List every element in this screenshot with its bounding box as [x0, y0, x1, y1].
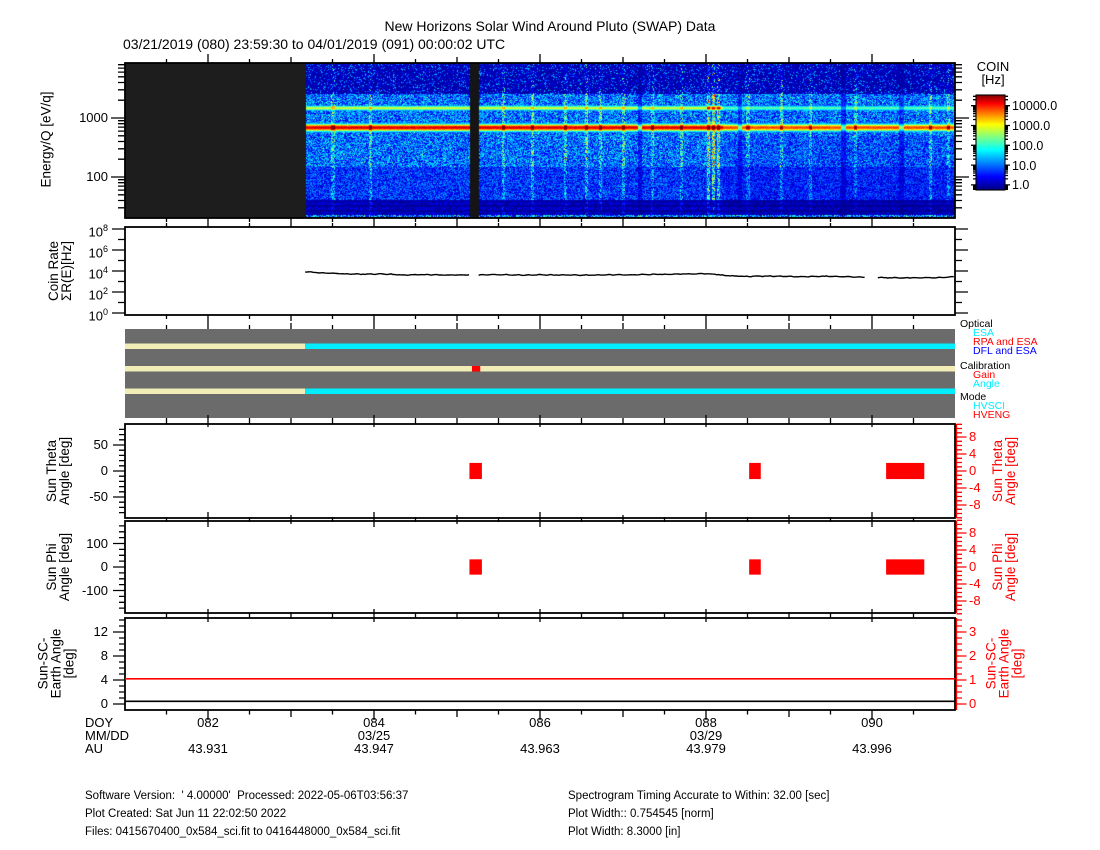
theta-right-tick-label: -8 [969, 497, 981, 512]
status-bar-calibration [125, 366, 955, 372]
mmdd-value: 03/29 [689, 728, 723, 743]
panel-frame [124, 62, 956, 219]
energy-ytick-label: 1000 [79, 110, 108, 125]
status-bar-optical [125, 343, 306, 349]
coin-rate-line [305, 271, 954, 279]
energy-spectrogram-heatmap [125, 63, 955, 218]
red-ticks [956, 423, 967, 705]
phi-left-tick-label: -100 [81, 582, 108, 598]
panel-frame [124, 520, 956, 614]
colorbar [975, 94, 1006, 191]
plot-time-range: 03/21/2019 (080) 23:59:30 to 04/01/2019 … [123, 36, 506, 52]
coin-ytick-label: 102 [88, 286, 108, 303]
legend-calibration: Calibration [960, 360, 1011, 372]
theta-left-tick-label: 50 [93, 437, 108, 452]
panel-frame [124, 423, 956, 519]
legend-esa: ESA [973, 327, 995, 339]
theta-right-tick-label: 4 [969, 446, 977, 461]
legend-hveng: HVENG [973, 409, 1011, 421]
sun-theta-data-block [749, 462, 761, 480]
phi-right-tick-label: -8 [969, 593, 981, 608]
doy-value: 088 [695, 715, 717, 730]
mmdd-value: 03/25 [357, 728, 391, 743]
coin-ytick-label: 106 [88, 244, 108, 261]
phi-left-tick-label: 0 [100, 559, 108, 574]
colorbar-title-line1: COIN [976, 59, 1010, 74]
colorbar-tick-label: 10.0 [1012, 158, 1037, 173]
legend-angle: Angle [973, 378, 1000, 390]
earth-left-tick-label: 8 [100, 648, 108, 663]
earth-left-tick-label: 4 [100, 672, 108, 687]
au-value: 43.996 [852, 741, 892, 756]
colorbar-tick-label: 1.0 [1012, 178, 1030, 193]
status-bar-optical [305, 343, 955, 349]
legend-mode: Mode [960, 391, 987, 403]
theta-left-tick-label: -50 [89, 489, 108, 504]
theta-left-tick-label: 0 [100, 463, 108, 478]
earth-right-tick-label: 2 [969, 648, 977, 663]
panel-frame [124, 617, 956, 711]
theta-right-tick-label: 0 [969, 463, 977, 478]
legend-hvsci: HVSCI [973, 400, 1006, 412]
sun-phi-data-block [886, 559, 925, 575]
coin-ytick-label: 100 [88, 307, 108, 324]
black-ticks [111, 54, 1010, 720]
legend-gain: Gain [973, 369, 996, 381]
panel-frame [124, 226, 956, 316]
legend-dfl-and-esa: DFL and ESA [973, 345, 1037, 357]
au-value: 43.931 [188, 741, 228, 756]
au-value: 43.963 [520, 741, 560, 756]
theta-right-tick-label: -4 [969, 480, 981, 495]
sun-phi-data-block [469, 559, 482, 575]
earth-left-tick-label: 0 [100, 696, 108, 711]
plot-title: New Horizons Solar Wind Around Pluto (SW… [384, 18, 716, 34]
footer-files: Files: 0415670400_0x584_sci.fit to 04164… [85, 826, 401, 838]
legend-rpa-and-esa: RPA and ESA [973, 336, 1038, 348]
earth-right-tick-label: 0 [969, 696, 977, 711]
phi-right-tick-label: 8 [969, 525, 977, 540]
doy-value: 082 [197, 715, 219, 730]
footer-timing-accuracy: Spectrogram Timing Accurate to Within: 3… [568, 790, 830, 802]
au-row-label: AU [85, 741, 104, 756]
phi-left-tick-label: 100 [86, 535, 108, 551]
doy-row-label: DOY [85, 715, 114, 730]
footer-plot-created: Plot Created: Sat Jun 11 22:02:50 2022 [85, 808, 287, 820]
legend-optical: Optical [960, 318, 993, 330]
footer-software-version: Software Version: ' 4.00000' Processed: … [85, 790, 409, 802]
sun-theta-data-block [886, 462, 925, 480]
footer-plot-width-in: Plot Width: 8.3000 [in] [568, 826, 681, 838]
footer-plot-width-norm: Plot Width:: 0.754545 [norm] [568, 808, 714, 820]
sun-phi-data-block [749, 559, 761, 575]
doy-value: 086 [529, 715, 551, 730]
au-value: 43.979 [686, 741, 726, 756]
earth-left-tick-label: 12 [93, 624, 108, 639]
phi-right-tick-label: 0 [969, 559, 977, 574]
theta-right-tick-label: 8 [969, 429, 977, 444]
status-bar-mode [305, 388, 955, 394]
colorbar-tick-label: 1000.0 [1012, 119, 1051, 133]
phi-right-tick-label: 4 [969, 542, 977, 557]
earth-right-tick-label: 3 [969, 624, 977, 639]
status-bar-mode [125, 388, 306, 394]
sun-theta-data-block [469, 462, 482, 480]
mmdd-row-label: MM/DD [85, 728, 130, 743]
coin-ytick-label: 108 [88, 223, 108, 240]
phi-right-tick-label: -4 [969, 576, 981, 591]
energy-ytick-label: 100 [86, 169, 108, 184]
doy-value: 090 [861, 715, 883, 730]
colorbar-title: COIN [Hz] [963, 60, 1023, 86]
colorbar-tick-label: 100.0 [1012, 138, 1044, 153]
sun-sc-earth-right-axis-label: Sun-SC- Earth Angle [deg] [983, 628, 1025, 699]
au-value: 43.947 [354, 741, 394, 756]
colorbar-tick-label: 10000.0 [1012, 99, 1058, 114]
colorbar-title-line2: [Hz] [981, 72, 1005, 87]
earth-right-tick-label: 1 [969, 672, 977, 687]
status-panel-bg [125, 329, 955, 418]
doy-value: 084 [363, 715, 385, 730]
coin-ytick-label: 104 [88, 265, 108, 282]
status-bar-calibration [471, 366, 481, 372]
